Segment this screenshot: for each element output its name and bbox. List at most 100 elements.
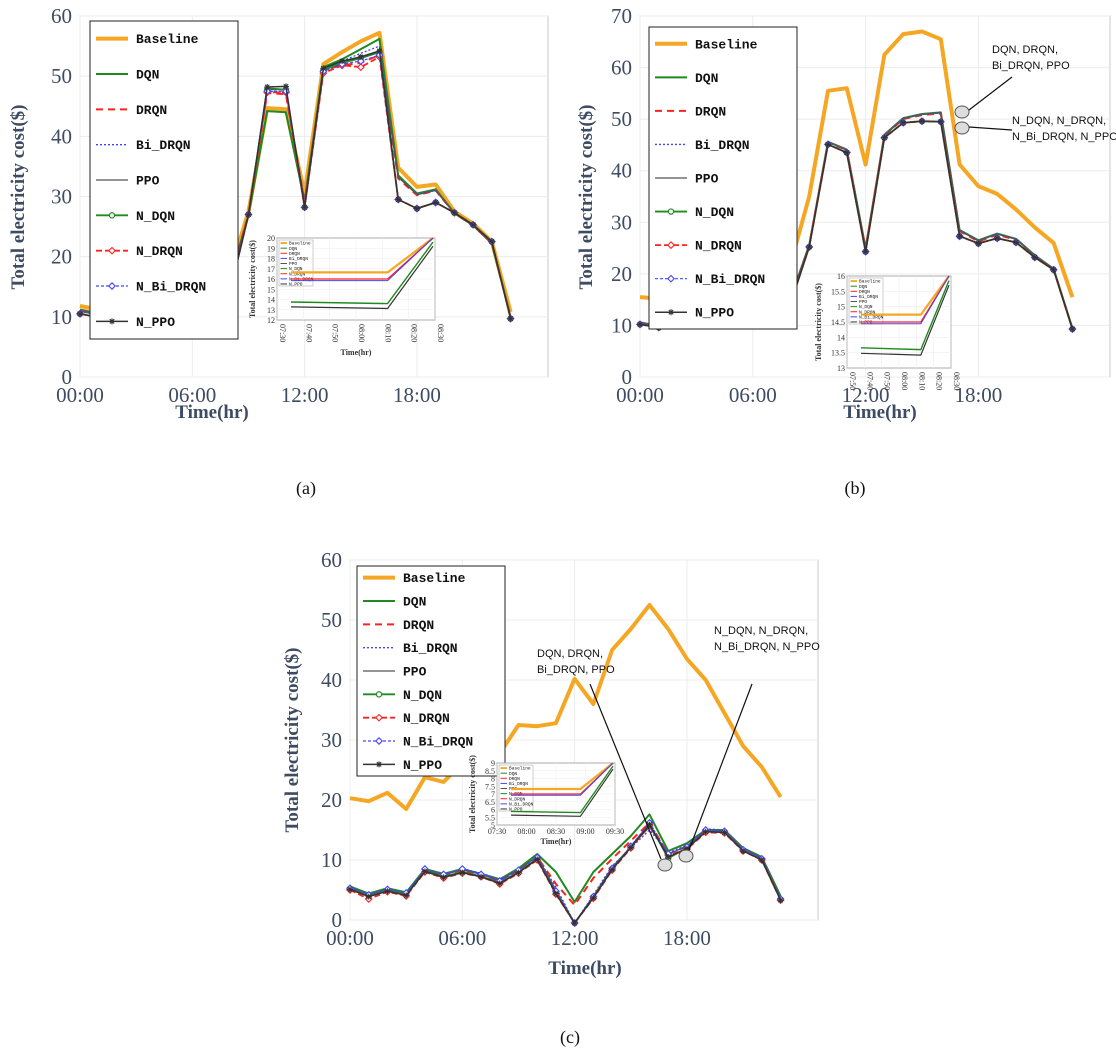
legend-label-n-ppo: N_PPO [403, 758, 442, 773]
y-tick-label: 30 [321, 728, 342, 752]
data-point-n-ppo [403, 892, 410, 899]
inset-y-tick-label: 5 [491, 821, 495, 830]
legend-marker [375, 691, 383, 698]
data-point-n-ppo [683, 845, 690, 852]
series-line-baseline [349, 603, 783, 811]
x-tick-label: 18:00 [954, 383, 1002, 407]
data-point-n-ppo [721, 829, 728, 836]
data-point-n-ppo [395, 196, 402, 203]
data-point-n-ppo [862, 248, 869, 255]
inset-legend-label: N_DRQN [859, 309, 876, 315]
inset-y-tick-label: 8 [491, 775, 495, 784]
inset-x-tick-label: 08:00 [517, 827, 535, 836]
data-point-n-ppo [900, 119, 907, 126]
data-point-n-ppo [1050, 266, 1057, 273]
legend-label-drqn: DRQN [136, 103, 167, 118]
legend-label-drqn: DRQN [695, 104, 726, 119]
x-tick-label: 12:00 [551, 926, 599, 950]
x-tick-label: 06:00 [438, 926, 486, 950]
legend-marker [108, 212, 116, 219]
annotation-text-1a: DQN, DRQN, [992, 44, 1058, 56]
y-tick-label: 40 [51, 124, 72, 148]
caption-c: (c) [560, 1027, 580, 1048]
data-point-n-ppo [459, 869, 466, 876]
legend-label-ppo: PPO [403, 665, 427, 680]
inset-series-line [290, 245, 434, 310]
legend-marker [667, 274, 675, 283]
inset-y-tick-label: 15.5 [831, 287, 845, 296]
inset-legend-label: DQN [509, 771, 517, 777]
inset-y-axis-label: Total electricity cost($) [814, 283, 823, 361]
data-point-n-ppo [758, 857, 765, 863]
data-point-n-ppo [301, 204, 308, 211]
data-point-n-ppo [245, 211, 252, 218]
legend-label-bi-drqn: Bi_DRQN [136, 138, 191, 153]
annotation-text-1a: DQN, DRQN, [537, 648, 603, 660]
data-point-n-ppo [994, 235, 1001, 242]
y-tick-label: 10 [611, 313, 632, 337]
x-axis-label-c: Time(hr) [548, 958, 622, 979]
legend-label-n-dqn: N_DQN [403, 688, 442, 703]
data-point-n-ppo [451, 209, 458, 216]
inset-y-tick-label: 15 [267, 285, 275, 294]
y-axis-label-b: Total electricity cost($) [576, 105, 597, 290]
series-line-n-ppo [349, 823, 782, 924]
data-point-n-ppo [534, 856, 541, 863]
inset-y-tick-label: 18 [267, 255, 275, 264]
legend-label-n-ppo: N_PPO [695, 306, 734, 321]
legend-label-n-drqn: N_DRQN [136, 244, 183, 259]
data-point-n-ppo [282, 83, 289, 90]
inset-legend-label: DRQN [289, 251, 300, 257]
y-tick-label: 0 [62, 365, 73, 389]
data-point-n-ppo [919, 118, 925, 125]
inset-y-tick-label: 13 [837, 364, 845, 373]
legend-label-baseline: Baseline [403, 571, 466, 586]
inset-series-line [511, 762, 614, 791]
inset-x-tick-label: 07:40 [304, 324, 313, 342]
y-axis-label-a: Total electricity cost($) [8, 105, 29, 290]
data-point-n-ppo [665, 854, 672, 860]
inset-legend-label: DQN [859, 284, 867, 290]
data-point-n-ppo [440, 874, 447, 881]
inset-legend-label: DRQN [509, 776, 520, 782]
legend-marker [667, 208, 675, 215]
y-tick-label: 30 [51, 185, 72, 209]
data-point-n-ppo [1013, 239, 1019, 246]
legend-marker [375, 737, 383, 745]
legend-label-n-bi-drqn: N_Bi_DRQN [695, 272, 765, 287]
inset-x-tick-label: 08:20 [935, 372, 944, 390]
y-tick-label: 50 [611, 107, 632, 131]
inset-y-tick-label: 19 [267, 244, 275, 253]
legend-label-n-drqn: N_DRQN [695, 239, 742, 254]
inset-legend-label: N_DQN [859, 304, 873, 310]
data-point-n-drqn [356, 63, 365, 72]
annotation-marker-2 [954, 121, 970, 135]
annotation-text-1b: Bi_DRQN, PPO [992, 60, 1070, 72]
legend-marker [667, 241, 675, 250]
chart-panel-c: 0 10 20 30 40 50 60 00:00 06:00 12:00 18:00 Time(… [282, 548, 820, 1048]
y-tick-label: 10 [321, 848, 342, 872]
inset-legend-box [278, 239, 314, 287]
inset-legend-label: Bi_DRQN [509, 781, 528, 787]
data-point-n-ppo [825, 141, 831, 148]
inset-chart: 13 13.5 14 14.5 15 15.5 16 07:50 07:40 07:50 08:00… [814, 272, 961, 390]
legend-label-dqn: DQN [403, 595, 426, 610]
inset-x-axis-label: Time(hr) [341, 348, 372, 357]
legend-marker [108, 246, 116, 255]
inset-legend-label: N_DQN [289, 266, 303, 272]
x-tick-label: 06:00 [168, 383, 216, 407]
annotation-text-2b: N_Bi_DRQN, N_PPO [1012, 131, 1116, 143]
y-tick-label: 40 [611, 159, 632, 183]
inset-series-line [291, 237, 434, 274]
inset-series-line [861, 275, 950, 325]
inset-chart: 55.566.577.588.59 07:30 08:00 08:30 09:00 09:… [468, 755, 624, 846]
inset-legend-label: Bi_DRQN [859, 294, 878, 300]
inset-legend-label: PPO [859, 299, 867, 305]
annotation-marker-1 [657, 858, 673, 872]
x-tick-label: 00:00 [326, 926, 374, 950]
data-point-n-ppo [806, 244, 813, 251]
y-tick-label: 30 [611, 210, 632, 234]
x-axis-label-a: Time(hr) [175, 402, 249, 423]
legend-label-n-dqn: N_DQN [136, 209, 175, 224]
legend-label-baseline: Baseline [136, 32, 199, 47]
